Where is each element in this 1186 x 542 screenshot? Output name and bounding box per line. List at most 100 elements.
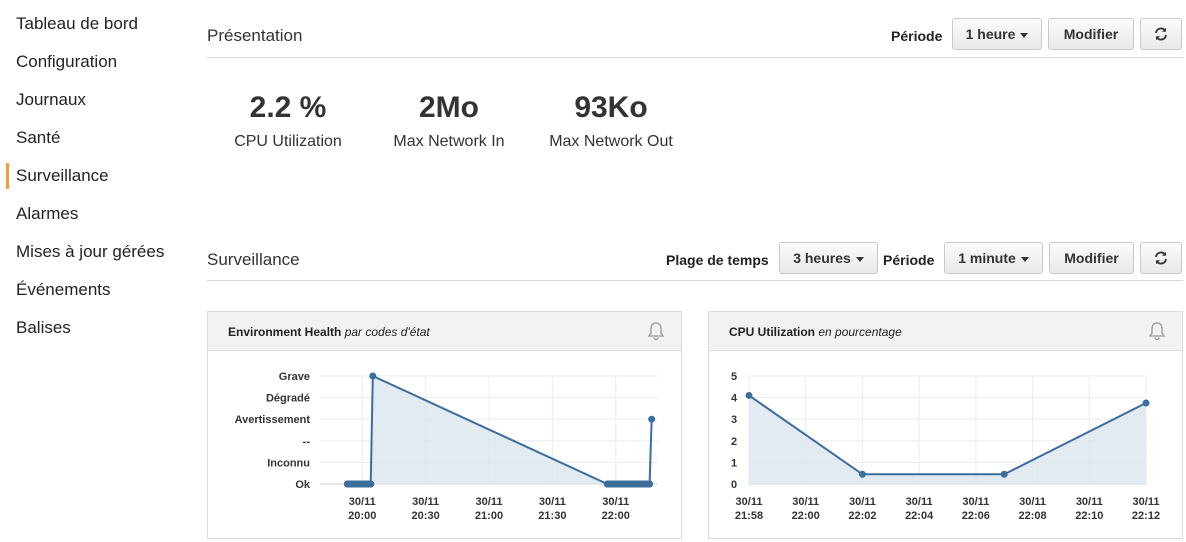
series-area xyxy=(347,376,652,484)
metric-network-out: 93Ko Max Network Out xyxy=(536,91,686,151)
cpu-chart: 0 1 2 3 4 5 30/11 21:58 30/11 22:00 30/11 22:02 30/1… xyxy=(731,371,1160,522)
sidebar-item-surveillance[interactable]: Surveillance xyxy=(6,163,109,189)
sidebar-item-evenements[interactable]: Événements xyxy=(16,280,111,299)
metric-cpu-label: CPU Utilization xyxy=(234,133,342,150)
sidebar-item-sante[interactable]: Santé xyxy=(16,128,61,147)
y-tick-label: Inconnu xyxy=(267,457,310,469)
x-tick-time: 22:04 xyxy=(905,510,934,522)
health-panel-title: Environment Health par codes d'état xyxy=(228,325,430,339)
overview-period-value: 1 heure xyxy=(965,26,1016,42)
x-tick-time: 21:30 xyxy=(538,510,566,522)
data-point xyxy=(648,415,656,423)
health-chart-subtitle: par codes d'état xyxy=(344,325,430,339)
metric-network-in: 2Mo Max Network In xyxy=(379,91,519,151)
overview-period-label: Période xyxy=(891,28,943,44)
metric-network-in-label: Max Network In xyxy=(393,133,505,150)
x-tick-date: 30/11 xyxy=(412,496,439,508)
x-tick-date: 30/11 xyxy=(1019,496,1046,508)
data-point xyxy=(858,470,866,478)
cpu-panel: CPU Utilization en pourcentage 0 1 2 3 4 5 30/… xyxy=(708,311,1183,539)
metric-cpu: 2.2 % CPU Utilization xyxy=(218,91,358,151)
health-chart-title: Environment Health xyxy=(228,325,342,339)
health-panel: Environment Health par codes d'état Ok In… xyxy=(207,311,682,539)
x-tick-time: 21:00 xyxy=(475,510,503,522)
caret-down-icon xyxy=(1020,32,1029,38)
y-tick-label: 3 xyxy=(731,414,737,426)
monitoring-period-value: 1 minute xyxy=(958,250,1016,266)
monitoring-divider xyxy=(207,280,1183,281)
y-tick-label: Grave xyxy=(279,371,310,383)
monitoring-title: Surveillance xyxy=(207,250,300,269)
sidebar-item-balises[interactable]: Balises xyxy=(16,318,71,337)
sidebar: Tableau de bord Configuration Journaux S… xyxy=(0,0,195,542)
sidebar-item-alarmes[interactable]: Alarmes xyxy=(16,204,79,223)
y-tick-label: 5 xyxy=(731,371,737,383)
refresh-icon xyxy=(1155,251,1167,265)
monitoring-range-value: 3 heures xyxy=(793,250,851,266)
x-tick-date: 30/11 xyxy=(849,496,876,508)
x-tick-time: 22:08 xyxy=(1019,510,1047,522)
x-tick-time: 22:02 xyxy=(848,510,876,522)
cpu-panel-title: CPU Utilization en pourcentage xyxy=(729,325,902,339)
x-tick-time: 22:12 xyxy=(1132,510,1160,522)
x-tick-date: 30/11 xyxy=(602,496,629,508)
monitoring-period-dropdown[interactable]: 1 minute xyxy=(944,242,1043,274)
y-tick-label: 4 xyxy=(731,393,738,405)
cpu-chart-title: CPU Utilization xyxy=(729,325,815,339)
series-line xyxy=(748,394,1147,476)
x-tick-date: 30/11 xyxy=(539,496,566,508)
cpu-chart-subtitle: en pourcentage xyxy=(818,325,902,339)
x-tick-date: 30/11 xyxy=(476,496,503,508)
data-point xyxy=(646,480,654,488)
monitoring-modify-button[interactable]: Modifier xyxy=(1049,242,1134,274)
y-tick-label: 1 xyxy=(731,457,737,469)
monitoring-range-dropdown[interactable]: 3 heures xyxy=(779,242,878,274)
overview-modify-button[interactable]: Modifier xyxy=(1048,18,1134,50)
health-chart: Ok Inconnu -- Avertissement Dégradé Grave 30/1… xyxy=(235,371,658,522)
caret-down-icon xyxy=(1020,256,1029,262)
data-point xyxy=(369,372,377,380)
x-tick-date: 30/11 xyxy=(792,496,819,508)
x-tick-time: 21:58 xyxy=(735,510,763,522)
y-tick-label: 0 xyxy=(731,479,737,491)
health-panel-header: Environment Health par codes d'état xyxy=(208,312,681,351)
sidebar-item-tableau-de-bord[interactable]: Tableau de bord xyxy=(16,14,138,33)
data-point xyxy=(343,480,351,488)
y-tick-label: -- xyxy=(303,436,311,448)
y-tick-label: Ok xyxy=(295,479,311,491)
x-tick-date: 30/11 xyxy=(349,496,376,508)
x-tick-time: 22:06 xyxy=(962,510,990,522)
data-point xyxy=(1000,470,1008,478)
overview-period-dropdown[interactable]: 1 heure xyxy=(952,18,1042,50)
bell-icon[interactable] xyxy=(647,321,665,341)
caret-down-icon xyxy=(855,256,864,262)
sidebar-item-configuration[interactable]: Configuration xyxy=(16,52,118,71)
monitoring-range-label: Plage de temps xyxy=(666,252,769,268)
sidebar-item-mises-a-jour[interactable]: Mises à jour gérées xyxy=(16,242,165,261)
data-point xyxy=(603,480,611,488)
metric-cpu-value: 2.2 % xyxy=(249,91,327,124)
x-tick-date: 30/11 xyxy=(906,496,933,508)
metric-network-out-value: 93Ko xyxy=(574,91,648,124)
refresh-icon xyxy=(1155,27,1167,41)
x-tick-time: 20:00 xyxy=(348,510,376,522)
x-tick-time: 22:00 xyxy=(792,510,820,522)
overview-refresh-button[interactable] xyxy=(1140,18,1182,50)
x-tick-time: 22:10 xyxy=(1075,510,1103,522)
x-tick-time: 20:30 xyxy=(412,510,440,522)
x-tick-time: 22:00 xyxy=(602,510,630,522)
x-tick-date: 30/11 xyxy=(1076,496,1103,508)
monitoring-period-label: Période xyxy=(883,252,935,268)
overview-title: Présentation xyxy=(207,26,303,45)
monitoring-refresh-button[interactable] xyxy=(1140,242,1182,274)
sidebar-item-journaux[interactable]: Journaux xyxy=(16,90,86,109)
y-tick-label: 2 xyxy=(731,436,737,448)
x-tick-date: 30/11 xyxy=(962,496,989,508)
data-point xyxy=(745,391,753,399)
metric-network-in-value: 2Mo xyxy=(419,91,479,124)
bell-icon[interactable] xyxy=(1148,321,1166,341)
data-point xyxy=(1142,399,1150,407)
metric-network-out-label: Max Network Out xyxy=(549,133,673,150)
data-point xyxy=(367,480,375,488)
y-tick-label: Dégradé xyxy=(266,393,310,405)
